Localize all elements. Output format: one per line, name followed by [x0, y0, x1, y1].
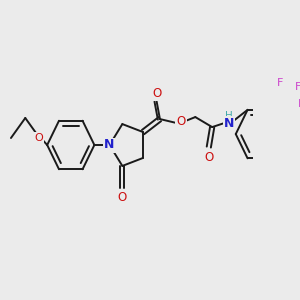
Text: H: H	[225, 111, 233, 121]
Text: F: F	[298, 99, 300, 109]
Text: O: O	[153, 87, 162, 100]
Text: F: F	[295, 82, 300, 92]
Text: N: N	[224, 117, 234, 130]
Text: O: O	[118, 191, 127, 204]
Text: O: O	[176, 115, 186, 128]
Text: F: F	[276, 78, 283, 88]
Text: N: N	[104, 139, 115, 152]
Text: O: O	[35, 133, 44, 143]
Text: O: O	[204, 151, 213, 164]
